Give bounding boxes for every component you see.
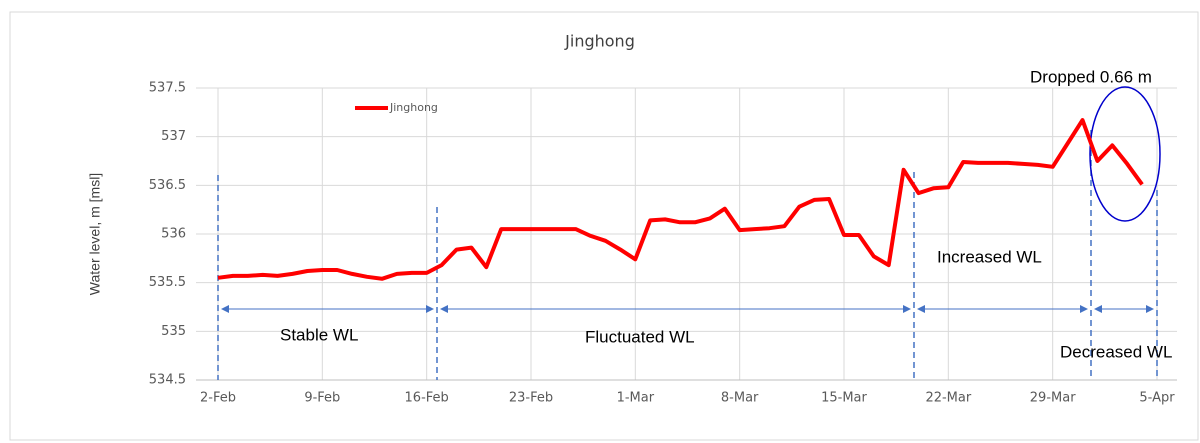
y-axis-label: Water level, m [msl] [87, 173, 103, 295]
x-tick-label: 23-Feb [509, 391, 553, 406]
y-tick-label: 536.5 [149, 178, 186, 193]
highlight-ellipse [1089, 86, 1161, 222]
annotation: Increased WL [937, 247, 1042, 266]
y-tick-label: 535 [161, 324, 186, 339]
x-tick-label: 2-Feb [200, 391, 236, 406]
annotation-shapes [217, 86, 1161, 380]
x-tick-label: 15-Mar [821, 391, 867, 406]
y-tick-label: 534.5 [149, 373, 186, 388]
data-line [217, 118, 1144, 281]
x-tick-label: 5-Apr [1139, 391, 1175, 406]
x-tick-label: 29-Mar [1030, 391, 1076, 406]
x-tick-label: 16-Feb [405, 391, 449, 406]
y-tick-label: 537 [161, 129, 186, 144]
annotation: Dropped 0.66 m [1030, 67, 1152, 86]
annotation: Fluctuated WL [585, 327, 695, 346]
y-tick-label: 537.5 [149, 81, 186, 96]
chart-frame [9, 11, 1199, 441]
chart-title: Jinghong [564, 32, 635, 51]
annotation: Decreased WL [1060, 342, 1172, 361]
x-tick-label: 22-Mar [925, 391, 971, 406]
y-tick-label: 535.5 [149, 275, 186, 290]
x-tick-label: 9-Feb [304, 391, 340, 406]
legend-label: Jinghong [389, 101, 438, 114]
annotation: Stable WL [280, 325, 358, 344]
x-tick-label: 1-Mar [617, 391, 655, 406]
y-tick-label: 536 [161, 227, 186, 242]
x-tick-label: 8-Mar [721, 391, 759, 406]
